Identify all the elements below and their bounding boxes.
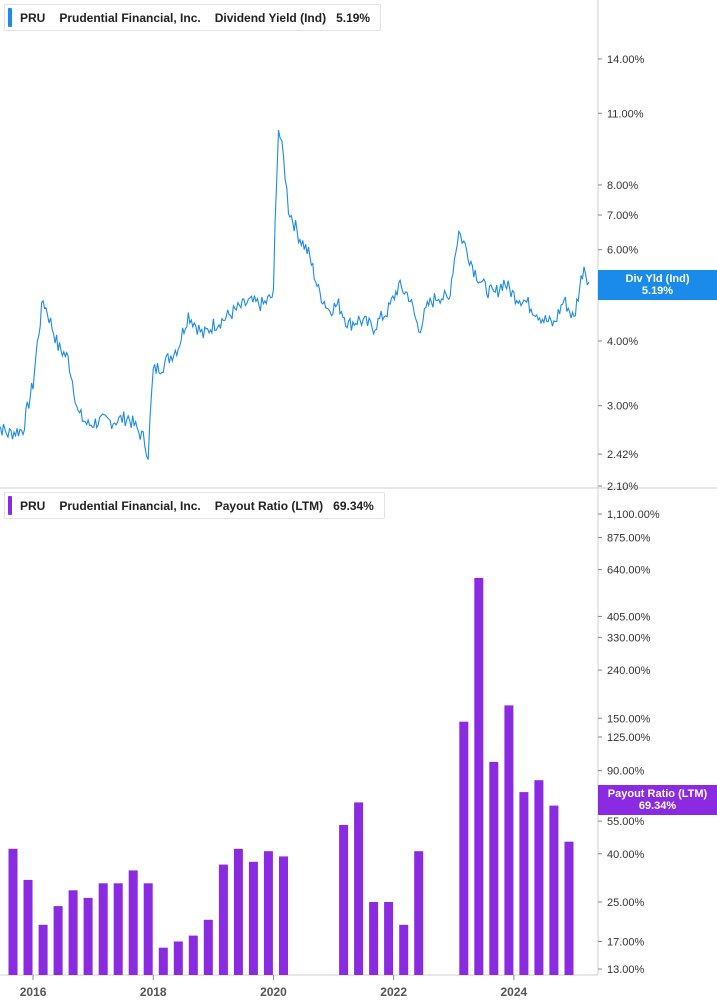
payout-ratio-bar	[339, 824, 349, 975]
dividend-yield-legend: PRU Prudential Financial, Inc. Dividend …	[4, 4, 382, 31]
payout-ratio-bar	[233, 848, 243, 975]
payout-ratio-bar	[23, 879, 33, 975]
x-tick-label: 2022	[380, 985, 407, 999]
payout-ratio-bar	[143, 883, 153, 975]
badge-value: 69.34%	[638, 800, 677, 813]
payout-ratio-legend: PRU Prudential Financial, Inc. Payout Ra…	[4, 492, 385, 519]
y-tick-label: 7.00%	[607, 210, 638, 222]
payout-ratio-bar	[384, 902, 394, 975]
x-tick-label: 2016	[20, 985, 47, 999]
y-tick-label: 405.00%	[607, 611, 651, 623]
y-tick-label: 8.00%	[607, 180, 638, 192]
y-tick-label: 90.00%	[607, 766, 645, 778]
badge-value: 5.19%	[641, 285, 674, 298]
y-tick-label: 1,100.00%	[607, 509, 660, 521]
company-label: Prudential Financial, Inc.	[59, 10, 201, 25]
y-tick-label: 25.00%	[607, 897, 645, 909]
payout-ratio-bar	[399, 924, 409, 975]
payout-ratio-y-axis: 1,100.00% 875.00% 640.00% 405.00% 330.00% 240…	[598, 509, 660, 976]
payout-ratio-bar	[248, 861, 258, 975]
payout-ratio-bar	[203, 919, 213, 975]
ticker-label: PRU	[20, 498, 46, 513]
payout-ratio-bar	[549, 805, 559, 975]
company-label: Prudential Financial, Inc.	[59, 498, 201, 513]
badge-label: Div Yld (Ind)	[625, 273, 690, 286]
y-tick-label: 4.00%	[607, 336, 638, 348]
payout-ratio-bar	[8, 848, 18, 975]
payout-ratio-bar	[173, 941, 183, 975]
dividend-yield-plot	[0, 129, 590, 460]
payout-ratio-bar	[83, 897, 93, 975]
y-tick-label: 640.00%	[607, 565, 651, 577]
y-tick-label: 875.00%	[607, 532, 651, 544]
y-tick-label: 55.00%	[607, 816, 645, 828]
dividend-yield-value-badge: Div Yld (Ind) 5.19%	[598, 270, 717, 301]
current-value-label: 5.19%	[336, 10, 371, 25]
payout-ratio-bar	[38, 924, 48, 975]
y-tick-label: 17.00%	[607, 936, 645, 948]
y-tick-label: 3.00%	[607, 401, 638, 413]
payout-ratio-bar	[113, 883, 123, 975]
y-tick-label: 330.00%	[607, 632, 651, 644]
payout-ratio-bar	[459, 721, 469, 975]
payout-ratio-bar	[98, 883, 108, 975]
y-tick-label: 11.00%	[607, 108, 644, 120]
x-axis: 2016 2018 2020 2022 2024	[20, 975, 528, 999]
dividend-yield-line	[0, 129, 590, 460]
x-tick-label: 2018	[140, 985, 167, 999]
y-tick-label: 2.10%	[607, 481, 638, 493]
payout-ratio-bar	[354, 802, 364, 975]
payout-ratio-bar	[504, 705, 514, 975]
y-tick-label: 2.42%	[607, 449, 638, 461]
payout-ratio-bar	[68, 890, 78, 975]
payout-ratio-bar	[188, 935, 198, 975]
y-tick-label: 125.00%	[607, 732, 651, 744]
badge-label: Payout Ratio (LTM)	[607, 788, 708, 801]
payout-ratio-bar	[564, 841, 574, 975]
payout-ratio-bar	[369, 902, 379, 975]
payout-ratio-bar	[489, 761, 499, 975]
payout-ratio-bar	[519, 792, 529, 975]
x-tick-label: 2020	[260, 985, 287, 999]
payout-ratio-bar	[128, 870, 138, 975]
dividend-yield-y-axis: 14.00%11.00%8.00%7.00%6.00%5.00%4.00%3.0…	[598, 54, 645, 493]
payout-ratio-bar	[414, 851, 424, 975]
payout-ratio-bar	[263, 851, 273, 975]
y-tick-label: 150.00%	[607, 713, 651, 725]
series-color-swatch	[8, 496, 12, 515]
payout-ratio-value-badge: Payout Ratio (LTM) 69.34%	[598, 785, 717, 816]
metric-label: Payout Ratio (LTM)	[214, 498, 324, 513]
series-color-swatch	[8, 8, 12, 27]
payout-ratio-bar	[279, 856, 288, 975]
ticker-label: PRU	[20, 10, 46, 25]
payout-ratio-bar	[53, 906, 63, 975]
current-value-label: 69.34%	[333, 498, 374, 513]
payout-ratio-plot	[8, 577, 574, 975]
metric-label: Dividend Yield (Ind)	[214, 10, 327, 25]
payout-ratio-bar	[534, 780, 544, 975]
payout-ratio-bar	[474, 577, 484, 975]
y-tick-label: 240.00%	[607, 665, 651, 677]
y-tick-label: 40.00%	[607, 849, 645, 861]
x-tick-label: 2024	[501, 985, 528, 999]
y-tick-label: 13.00%	[607, 964, 645, 976]
payout-ratio-bar	[218, 864, 228, 975]
payout-ratio-bar	[158, 947, 168, 975]
y-tick-label: 14.00%	[607, 54, 645, 66]
y-tick-label: 6.00%	[607, 245, 638, 257]
